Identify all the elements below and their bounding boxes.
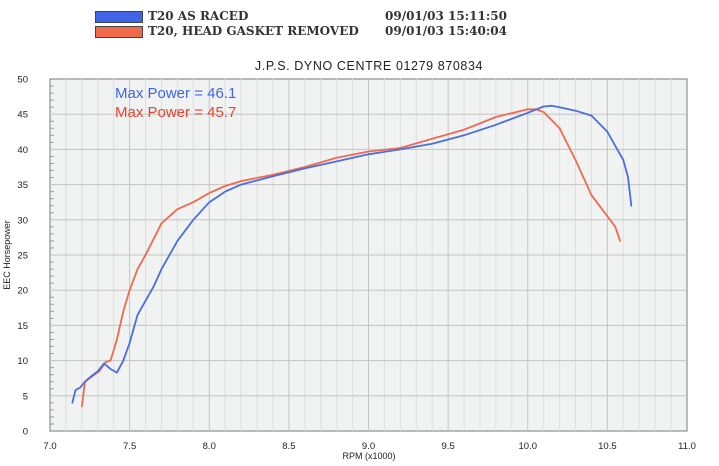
y-tick-label: 45	[17, 110, 28, 121]
x-tick-label: 10.5	[598, 441, 617, 452]
y-tick-label: 35	[17, 180, 28, 191]
legend-entry-gasket-removed: T20, HEAD GASKET REMOVED 09/01/03 15:40:…	[95, 24, 525, 39]
max-power-annotation-as-raced: Max Power = 46.1	[115, 85, 236, 102]
x-tick-label: 7.0	[43, 441, 56, 452]
x-tick-labels: 7.0 7.5 8.0 8.5 9.0 9.5 10.0 10.5 11.0	[43, 441, 696, 452]
y-tick-label: 20	[17, 286, 28, 297]
legend-entry-as-raced: T20 AS RACED 09/01/03 15:11:50	[95, 9, 525, 24]
x-tick-label: 8.5	[282, 441, 295, 452]
legend-timestamp-as-raced: 09/01/03 15:11:50	[385, 9, 507, 23]
series-lines	[71, 104, 633, 408]
legend-swatch-as-raced	[95, 11, 143, 23]
chart-title: J.P.S. DYNO CENTRE 01279 870834	[255, 59, 483, 73]
x-tick-label: 11.0	[678, 441, 696, 452]
x-tick-label: 10.0	[519, 441, 538, 452]
legend-label-gasket-removed: T20, HEAD GASKET REMOVED	[148, 24, 359, 38]
grid-lines	[50, 79, 687, 431]
y-axis-label: EEC Horsepower	[2, 220, 12, 290]
y-tick-label: 30	[17, 215, 28, 226]
y-tick-label: 0	[23, 427, 28, 438]
y-tick-label: 10	[17, 356, 28, 367]
y-tick-label: 15	[17, 321, 28, 332]
legend-timestamp-gasket-removed: 09/01/03 15:40:04	[385, 24, 507, 38]
y-tick-label: 40	[17, 145, 28, 156]
x-axis-label: RPM (x1000)	[342, 451, 395, 461]
x-tick-label: 7.5	[123, 441, 136, 452]
series-line-as-raced	[71, 104, 633, 404]
legend-label-as-raced: T20 AS RACED	[148, 9, 249, 23]
x-tick-label: 8.0	[203, 441, 216, 452]
x-tick-label: 9.0	[362, 441, 375, 452]
y-tick-label: 50	[17, 75, 28, 86]
y-tick-labels: 0 5 10 15 20 25 30 35 40 45 50	[17, 75, 28, 438]
series-line-gasket-removed	[81, 108, 621, 408]
y-tick-label: 5	[23, 391, 28, 402]
max-power-annotations: Max Power = 46.1 Max Power = 45.7	[115, 85, 236, 121]
y-tick-label: 25	[17, 251, 28, 262]
chart-legend: T20 AS RACED 09/01/03 15:11:50 T20, HEAD…	[95, 9, 525, 39]
legend-swatch-gasket-removed	[95, 26, 143, 38]
x-tick-label: 9.5	[442, 441, 455, 452]
max-power-annotation-gasket-removed: Max Power = 45.7	[115, 104, 236, 121]
